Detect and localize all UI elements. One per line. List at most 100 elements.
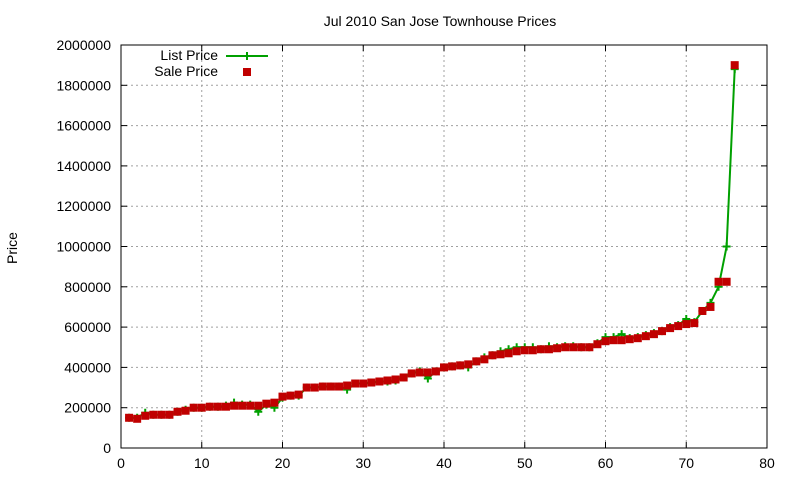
data-point-sale-price [205,402,214,411]
series-line-list-price [129,69,736,419]
data-point-sale-price [221,402,230,411]
data-point-sale-price [617,336,626,345]
data-point-sale-price [512,347,521,356]
data-point-sale-price [593,340,602,349]
data-point-sale-price [431,367,440,376]
x-tick-label: 20 [275,455,291,471]
axes: 0 10 20 30 40 50 60 70 80 0 200000 400000 600000 8000… [56,37,775,471]
plot-series [125,61,739,423]
x-tick-label: 30 [355,455,371,471]
data-point-sale-price [674,322,683,331]
data-point-sale-price [238,401,247,410]
data-point-sale-price [585,343,594,352]
data-point-sale-price [270,398,279,407]
data-point-sale-price [440,363,448,372]
data-point-sale-price [375,377,384,386]
data-point-sale-price [553,344,562,353]
data-point-sale-price [569,343,578,352]
x-tick-label: 70 [678,455,694,471]
data-point-sale-price [423,368,432,377]
data-point-sale-price [415,368,424,377]
data-point-sale-price [625,335,634,344]
plot-frame [120,44,768,449]
data-point-sale-price [302,383,311,392]
chart-title: Jul 2010 San Jose Townhouse Prices [324,13,556,29]
data-point-sale-price [407,369,416,378]
data-point-sale-price [577,343,586,352]
data-point-sale-price [448,362,457,371]
x-tick-label: 80 [759,455,775,471]
y-tick-label: 1600000 [56,118,111,134]
data-point-sale-price [246,401,255,410]
legend-label-list-price: List Price [160,47,218,63]
data-point-sale-price [181,406,190,415]
data-point-sale-price [488,351,497,360]
data-point-sale-price [561,343,570,352]
data-point-sale-price [343,381,352,390]
data-point-sale-price [698,306,707,315]
data-point-sale-price [690,319,699,328]
data-point-sale-price [722,277,731,286]
data-point-sale-price [641,332,650,341]
data-point-sale-price [294,390,303,399]
data-point-sale-price [278,392,287,401]
data-point-sale-price [149,410,158,419]
data-point-sale-price [658,327,667,336]
data-point-sale-price [359,379,368,388]
data-point-sale-price [230,401,239,410]
x-tick-label: 10 [194,455,210,471]
data-point-sale-price [714,277,723,286]
data-point-sale-price [666,324,675,333]
data-point-sale-price [464,360,473,369]
data-point-sale-price [310,383,319,392]
x-tick-label: 50 [517,455,533,471]
data-point-sale-price [383,376,392,385]
x-tick-label: 0 [117,455,125,471]
data-point-sale-price [536,345,545,354]
data-point-sale-price [504,349,513,358]
x-tick-label: 40 [436,455,452,471]
data-point-sale-price [480,355,489,364]
legend: List Price Sale Price [154,47,268,79]
y-tick-label: 800000 [64,279,111,295]
y-axis-label: Price [4,232,20,264]
y-tick-label: 1800000 [56,77,111,93]
y-tick-label: 1000000 [56,239,111,255]
y-tick-label: 2000000 [56,37,111,53]
data-point-sale-price [125,413,134,422]
data-point-sale-price [601,337,610,346]
data-point-sale-price [351,379,360,388]
data-point-sale-price [335,382,344,391]
data-point-sale-price [157,410,166,419]
data-point-sale-price [197,403,206,412]
x-tick-label: 60 [598,455,614,471]
data-point-sale-price [472,357,481,366]
y-tick-label: 400000 [64,359,111,375]
y-tick-label: 200000 [64,400,111,416]
data-point-sale-price [730,61,739,70]
data-point-sale-price [318,382,327,391]
y-tick-label: 600000 [64,319,111,335]
data-point-sale-price [367,378,376,387]
data-point-list-price [722,242,731,251]
data-point-sale-price [286,391,295,400]
data-point-sale-price [399,373,408,382]
data-point-sale-price [141,411,150,420]
data-point-sale-price [189,403,198,412]
data-point-sale-price [254,401,263,410]
data-point-sale-price [173,407,182,416]
data-point-sale-price [544,345,553,354]
legend-label-sale-price: Sale Price [154,63,218,79]
data-point-sale-price [633,334,642,343]
data-point-sale-price [496,350,505,359]
data-point-sale-price [706,302,715,311]
y-tick-label: 1400000 [56,158,111,174]
y-tick-label: 1200000 [56,198,111,214]
data-point-sale-price [456,361,465,370]
data-point-sale-price [520,346,529,355]
data-point-sale-price [609,336,618,345]
series-sale-price [125,61,739,423]
data-point-sale-price [391,375,400,384]
